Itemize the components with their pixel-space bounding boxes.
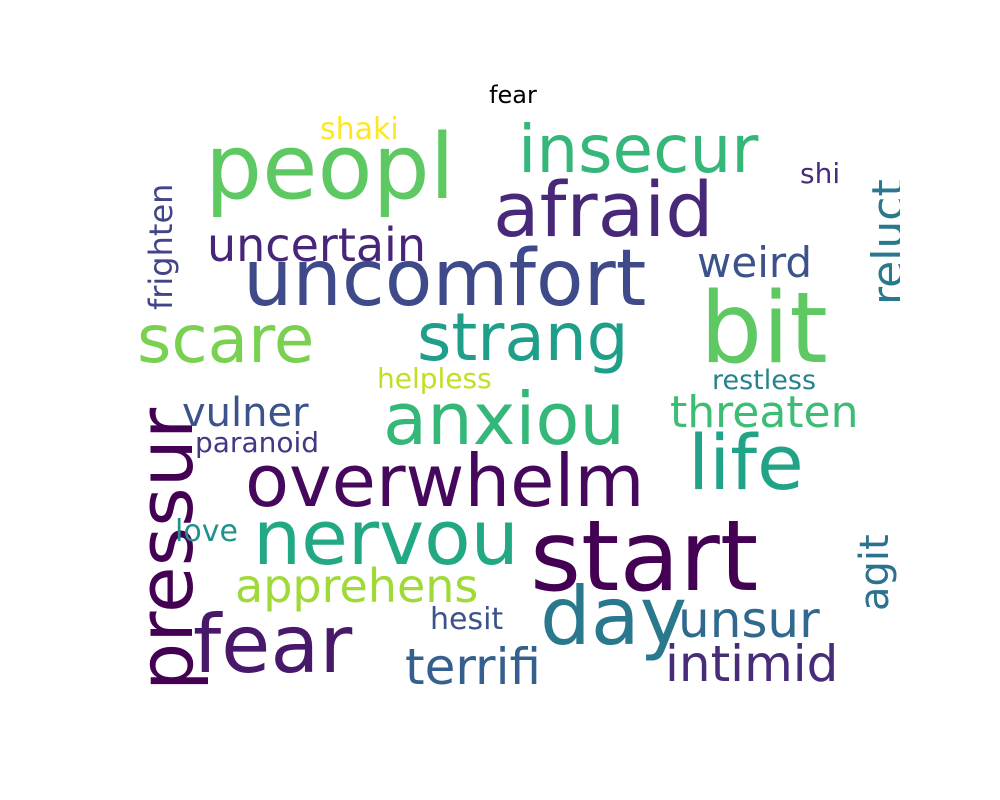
cloud-word: afraid [493,165,714,254]
cloud-word: hesit [430,602,504,637]
cloud-word: uncertain [207,218,426,272]
cloud-word: peopl [205,115,455,220]
cloud-word: fear [193,598,353,691]
cloud-word: shaki [320,115,399,147]
cloud-word: frighten [142,183,180,310]
cloud-word: paranoid [195,426,320,459]
cloud-word: helpless [377,362,492,395]
cloud-word: vulner [182,390,309,436]
cloud-word: terrifi [405,638,541,695]
cloud-word: insecur [518,115,759,188]
cloud-word: apprehens [235,559,479,613]
cloud-word: scare [137,301,315,378]
chart-title: fear [489,81,537,109]
cloud-word: unsur [678,591,820,649]
cloud-word: life [688,418,804,507]
word-cloud: peopl insecur afraid shaki shi reluct un… [125,115,900,695]
cloud-word: reluct [863,179,900,305]
cloud-word: nervou [253,493,519,582]
cloud-word: strang [417,299,629,376]
cloud-word: bit [700,272,828,386]
cloud-word: shi [800,157,841,190]
cloud-word: restless [712,365,817,396]
cloud-word: day [540,570,688,663]
cloud-word: anxiou [383,377,626,461]
cloud-word: weird [697,238,813,287]
cloud-word: intimid [665,635,839,693]
cloud-word: overwhelm [245,439,645,523]
cloud-word: threaten [670,387,859,438]
cloud-word: love [175,514,238,549]
cloud-word: uncomfort [243,234,647,324]
cloud-word: start [530,500,759,614]
cloud-word: agit [852,534,898,611]
